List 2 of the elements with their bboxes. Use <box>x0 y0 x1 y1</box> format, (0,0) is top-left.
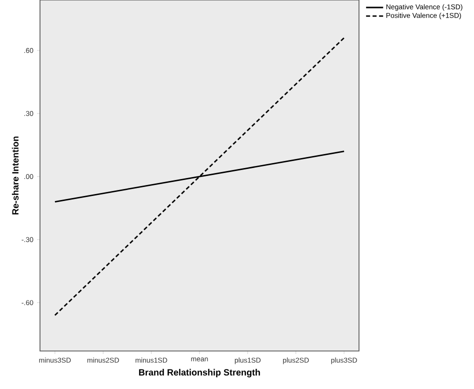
x-axis-title: Brand Relationship Strength <box>139 368 260 378</box>
y-axis-title: Re-share Intention <box>12 136 19 214</box>
